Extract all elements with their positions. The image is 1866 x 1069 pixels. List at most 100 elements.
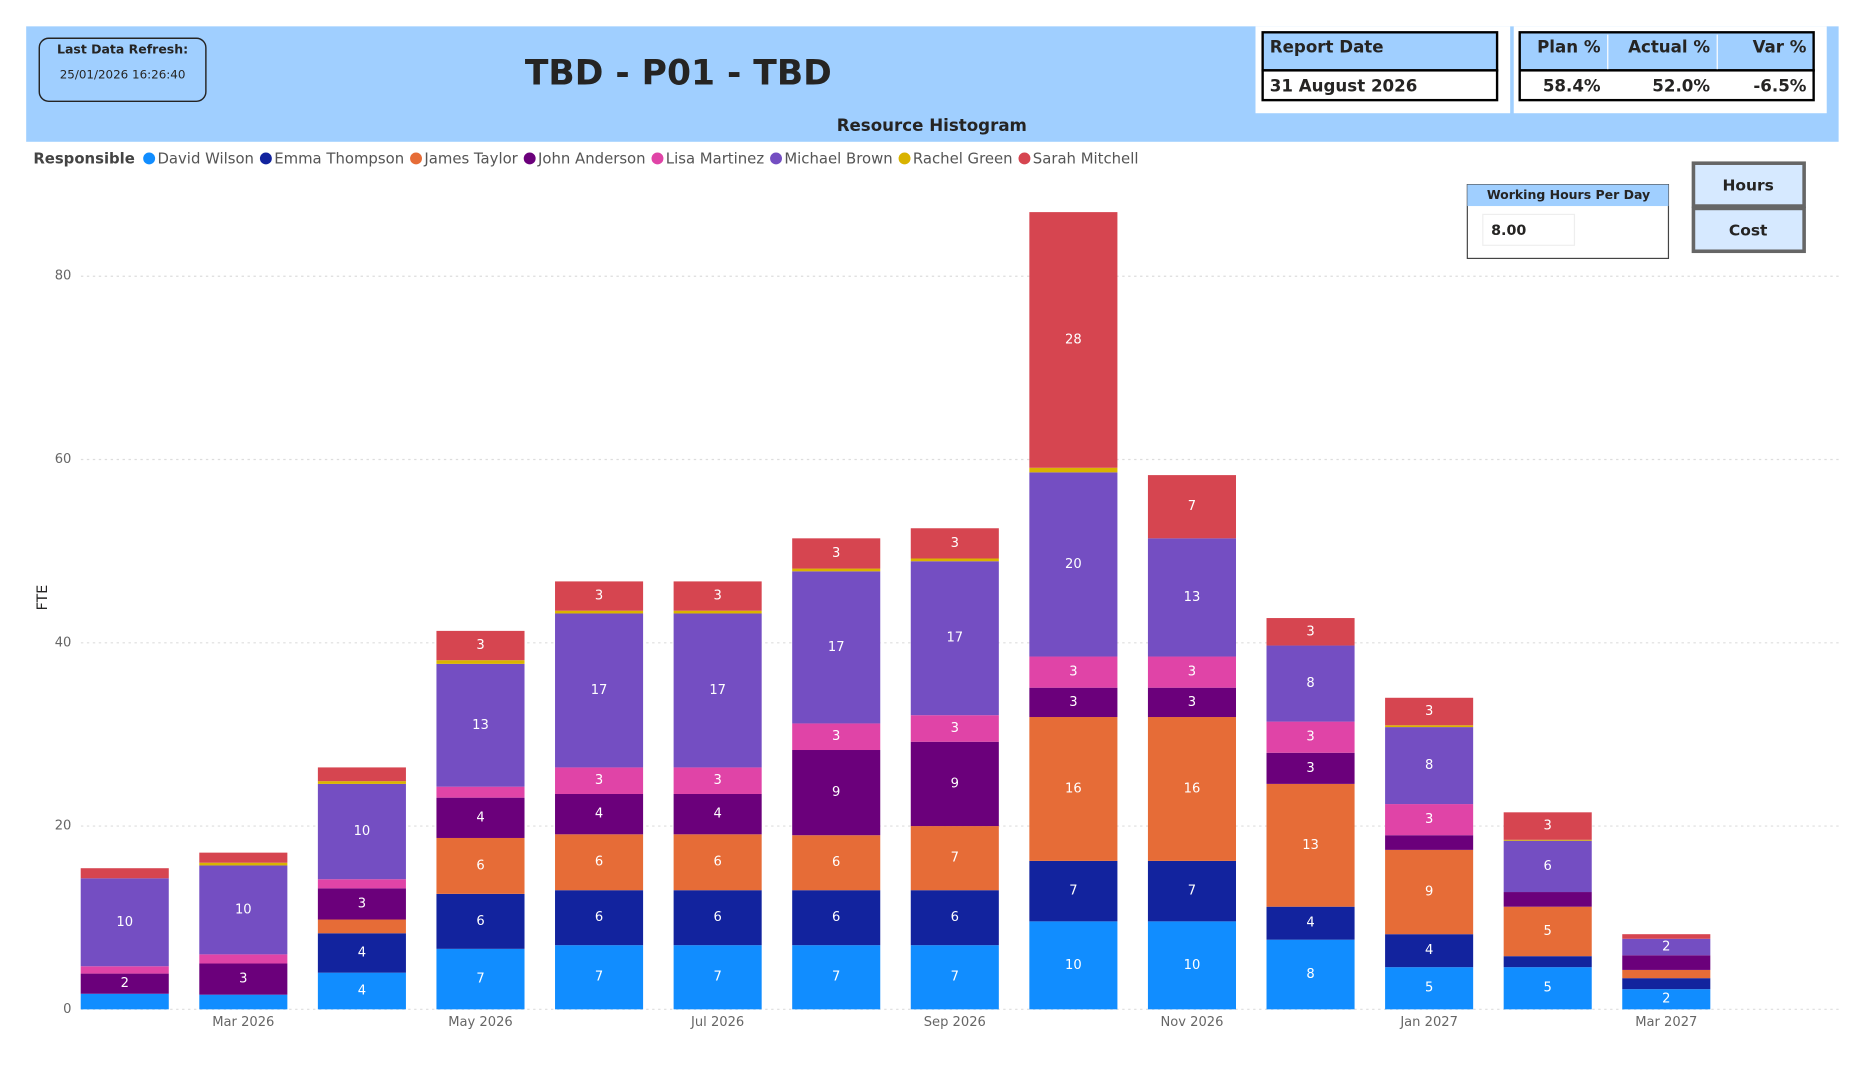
- bar-segment: [317, 879, 406, 889]
- bar-segment: [910, 945, 999, 1010]
- legend-swatch: [651, 152, 664, 165]
- kpi-value: -6.5%: [1753, 77, 1806, 96]
- data-label: 6: [1544, 859, 1552, 874]
- report-date-header: [1261, 31, 1499, 72]
- toggle-button-label[interactable]: Hours: [1722, 176, 1773, 194]
- legend-label: Lisa Martinez: [666, 150, 765, 168]
- data-label: 3: [951, 721, 959, 736]
- x-tick-label: Sep 2026: [924, 1015, 986, 1030]
- bar-segment: [1385, 725, 1474, 728]
- toggle-button[interactable]: [1691, 161, 1806, 208]
- data-label: 6: [476, 858, 484, 873]
- data-label: 6: [713, 855, 721, 870]
- data-label: 3: [595, 589, 603, 604]
- y-axis-label: FTE: [35, 585, 51, 611]
- bar-segment: [1503, 840, 1592, 893]
- data-label: 2: [1662, 940, 1670, 955]
- x-tick-label: Nov 2026: [1160, 1015, 1223, 1030]
- bar-segment: [317, 888, 406, 920]
- working-hours-header: [1467, 184, 1669, 207]
- bar-segment: [555, 890, 644, 946]
- y-tick-label: 80: [55, 269, 72, 284]
- data-label: 6: [832, 910, 840, 925]
- data-label: 10: [235, 902, 252, 917]
- bar-segment: [555, 613, 644, 768]
- bar-segment: [1029, 717, 1118, 861]
- bar-segment: [673, 610, 762, 614]
- data-label: 3: [1306, 624, 1314, 639]
- data-label: 6: [595, 910, 603, 925]
- bar-segment: [1622, 989, 1711, 1010]
- bar-segment: [199, 865, 288, 955]
- data-label: 9: [1425, 885, 1433, 900]
- data-label: 4: [358, 984, 366, 999]
- bar-segment: [1385, 849, 1474, 935]
- bar-segment: [80, 966, 169, 974]
- data-label: 17: [828, 640, 845, 655]
- report-date-label: Report Date: [1270, 37, 1384, 56]
- bar-segment: [436, 837, 525, 894]
- data-label: 4: [713, 807, 721, 822]
- bar-segment: [673, 834, 762, 891]
- legend-label: Rachel Green: [913, 150, 1013, 168]
- bar-segment: [1622, 934, 1711, 939]
- bar-segment: [80, 878, 169, 967]
- legend-label: Michael Brown: [784, 150, 892, 168]
- bar-segment: [1029, 921, 1118, 1010]
- bar-segment: [1029, 687, 1118, 718]
- kpi-header-label: Plan %: [1537, 37, 1601, 56]
- bar-segment: [199, 954, 288, 964]
- bar-segment: [910, 826, 999, 891]
- bar-segment: [1266, 906, 1355, 940]
- data-label: 3: [1306, 730, 1314, 745]
- data-label: 3: [1069, 665, 1077, 680]
- bar-segment: [1266, 618, 1355, 646]
- bar-segment: [317, 919, 406, 934]
- report-date-cell: [1261, 69, 1499, 102]
- legend-label: David Wilson: [157, 150, 253, 168]
- toggle-button-label[interactable]: Cost: [1729, 222, 1768, 240]
- data-label: 16: [1065, 781, 1082, 796]
- bar-segment: [436, 797, 525, 838]
- bar-segment: [792, 538, 881, 569]
- bar-segment: [1266, 721, 1355, 753]
- bar-segment: [910, 558, 999, 562]
- data-label: 10: [354, 824, 371, 839]
- data-label: 3: [1069, 695, 1077, 710]
- bar-segment: [673, 890, 762, 946]
- data-label: 7: [713, 970, 721, 985]
- data-label: 3: [1425, 812, 1433, 827]
- data-label: 13: [1302, 838, 1319, 853]
- data-label: 10: [1184, 958, 1201, 973]
- data-label: 5: [1425, 981, 1433, 996]
- working-hours-value[interactable]: 8.00: [1491, 223, 1526, 239]
- x-tick-label: Jul 2026: [690, 1015, 744, 1030]
- data-label: 3: [832, 729, 840, 744]
- bar-segment: [673, 945, 762, 1010]
- bar-segment: [910, 528, 999, 559]
- bar-segment: [1147, 921, 1236, 1010]
- bar-segment: [1147, 717, 1236, 861]
- bar-segment: [436, 630, 525, 661]
- data-label: 17: [946, 631, 963, 646]
- legend-swatch: [259, 152, 272, 165]
- working-hours-input[interactable]: [1482, 213, 1576, 246]
- data-label: 3: [358, 896, 366, 911]
- data-label: 3: [713, 589, 721, 604]
- data-label: 17: [591, 683, 608, 698]
- legend-title: Responsible: [33, 150, 135, 168]
- toggle-button[interactable]: [1691, 206, 1806, 254]
- data-label: 7: [1069, 884, 1077, 899]
- bar-segment: [1029, 472, 1118, 657]
- bar-segment: [555, 581, 644, 611]
- data-label: 13: [1184, 590, 1201, 605]
- data-label: 7: [951, 970, 959, 985]
- bar-segment: [792, 890, 881, 946]
- bar-segment: [80, 973, 169, 994]
- x-tick-label: Jan 2027: [1399, 1015, 1458, 1030]
- bar-segment: [1503, 839, 1592, 841]
- bar-segment: [317, 933, 406, 973]
- data-label: 6: [713, 910, 721, 925]
- bar-segment: [555, 834, 644, 891]
- data-label: 9: [832, 785, 840, 800]
